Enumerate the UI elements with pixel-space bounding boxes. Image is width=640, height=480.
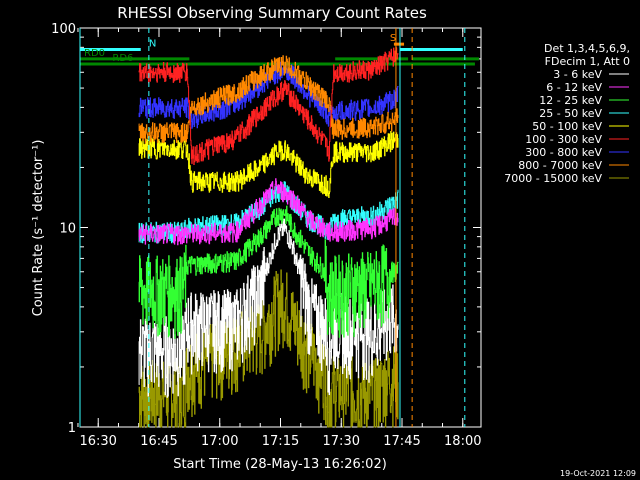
x-tick-label: 17:15 <box>262 434 299 449</box>
series-line <box>138 131 399 198</box>
status-bar-label: RD6 <box>112 53 133 64</box>
chart-title: RHESSI Observing Summary Count Rates <box>117 4 427 22</box>
x-tick-label: 16:30 <box>79 434 116 449</box>
series-800-7000-keV-trace <box>138 55 399 144</box>
status-bar-label: S <box>390 33 396 44</box>
legend-header-line: FDecim 1, Att 0 <box>545 55 630 68</box>
legend-entry-label: 25 - 50 keV <box>539 107 602 120</box>
status-bar-label: N <box>149 39 156 50</box>
series-50-100-keV-trace <box>138 131 399 198</box>
x-axis-label: Start Time (28-May-13 16:26:02) <box>173 457 387 472</box>
legend-entry-label: 12 - 25 keV <box>539 94 602 107</box>
series-line <box>138 178 399 246</box>
y-axis-label: Count Rate (s⁻¹ detector⁻¹) <box>31 140 46 317</box>
footer-timestamp: 19-Oct-2021 12:09 <box>560 469 636 478</box>
status-bar-label: RD0 <box>84 48 105 59</box>
series-line <box>138 55 399 144</box>
y-tick-label: 100 <box>51 22 76 37</box>
series-7000-15000-keV-trace <box>138 269 399 428</box>
legend-header-line: Det 1,3,4,5,6,9, <box>544 42 630 55</box>
text-group: RHESSI Observing Summary Count Rates Sta… <box>31 4 636 478</box>
legend-entry-label: 6 - 12 keV <box>546 81 602 94</box>
legend-entry-label: 100 - 300 keV <box>525 133 602 146</box>
x-tick-label: 17:30 <box>323 434 360 449</box>
x-tick-label: 17:45 <box>383 434 420 449</box>
series-group <box>138 46 399 428</box>
y-tick-label: 1 <box>68 421 76 436</box>
x-tick-label: 18:00 <box>444 434 481 449</box>
legend-entry-label: 3 - 6 keV <box>553 68 602 81</box>
series-line <box>138 269 399 428</box>
legend-entry-label: 300 - 800 keV <box>525 146 602 159</box>
x-tick-label: 17:00 <box>201 434 238 449</box>
legend-entry-label: 50 - 100 keV <box>532 120 602 133</box>
y-tick-label: 10 <box>59 222 76 237</box>
legend-entry-label: 800 - 7000 keV <box>518 159 602 172</box>
axes-group: 1 10 100 16:30 16:45 17:00 17:15 17:30 17:45 18:0… <box>51 22 481 449</box>
series-line <box>138 46 399 165</box>
series-12-25-keV-trace <box>138 205 399 339</box>
series-6-12-keV-trace <box>138 178 399 246</box>
series-line <box>138 205 399 339</box>
legend-entry-label: 7000 - 15000 keV <box>504 172 602 185</box>
vertical-markers-group <box>79 28 466 427</box>
x-tick-label: 16:45 <box>140 434 177 449</box>
legend: Det 1,3,4,5,6,9,FDecim 1, Att 03 - 6 keV… <box>504 42 630 185</box>
series-100-300-keV-trace <box>138 46 399 165</box>
